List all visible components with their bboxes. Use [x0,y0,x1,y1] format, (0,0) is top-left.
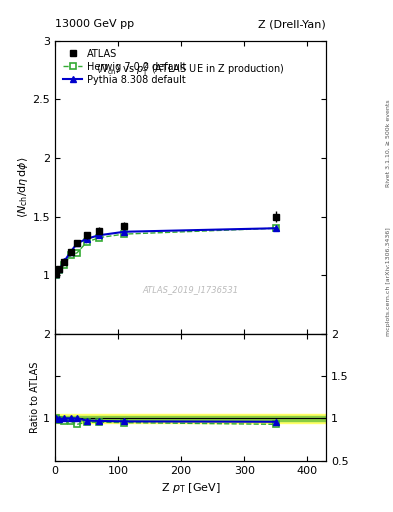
Text: mcplots.cern.ch [arXiv:1306.3436]: mcplots.cern.ch [arXiv:1306.3436] [386,227,391,336]
Text: Z (Drell-Yan): Z (Drell-Yan) [259,19,326,29]
Bar [55,416,326,421]
Y-axis label: Ratio to ATLAS: Ratio to ATLAS [30,361,40,433]
Bar [55,414,326,423]
Y-axis label: $\langle N_{\rm ch}/{\rm d}\eta\,{\rm d}\phi\rangle$: $\langle N_{\rm ch}/{\rm d}\eta\,{\rm d}… [16,157,29,218]
Text: ATLAS_2019_I1736531: ATLAS_2019_I1736531 [143,285,239,294]
Text: Rivet 3.1.10, ≥ 500k events: Rivet 3.1.10, ≥ 500k events [386,99,391,187]
Legend: ATLAS, Herwig 7.0.0 default, Pythia 8.308 default: ATLAS, Herwig 7.0.0 default, Pythia 8.30… [60,46,189,88]
X-axis label: Z $p_{\rm T}$ [GeV]: Z $p_{\rm T}$ [GeV] [161,481,220,495]
Text: 13000 GeV pp: 13000 GeV pp [55,19,134,29]
Text: $\langle N_{\rm ch}\rangle$ vs $p_{\rm T}^{\rm Z}$ (ATLAS UE in Z production): $\langle N_{\rm ch}\rangle$ vs $p_{\rm T… [96,61,285,78]
